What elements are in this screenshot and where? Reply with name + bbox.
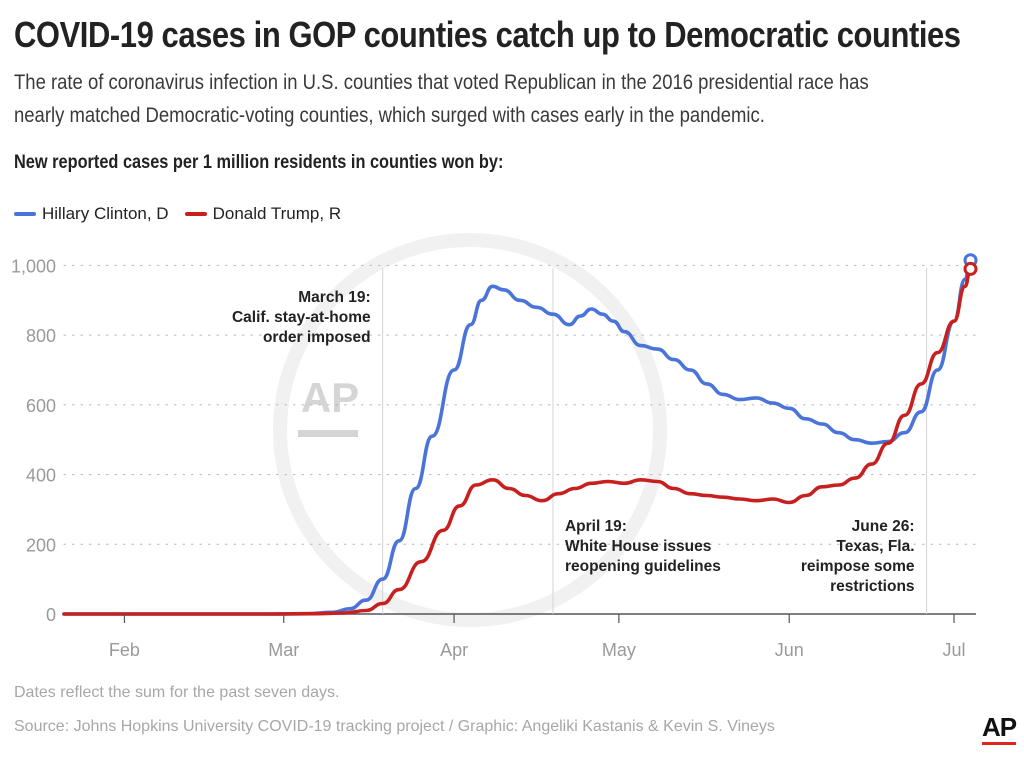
legend-item-trump: Donald Trump, R xyxy=(184,204,342,224)
y-tick-label: 800 xyxy=(26,326,56,346)
legend: Hillary Clinton, D Donald Trump, R xyxy=(14,204,357,224)
annotation-text: reimpose some xyxy=(801,558,915,575)
watermark-ring xyxy=(273,233,667,627)
chart-subtitle: The rate of coronavirus infection in U.S… xyxy=(14,71,869,127)
annotation-text: Texas, Fla. xyxy=(836,538,914,555)
legend-swatch-trump xyxy=(184,212,207,216)
x-tick-label: Jul xyxy=(943,640,966,660)
x-tick-label: Feb xyxy=(109,640,140,660)
y-tick-label: 600 xyxy=(26,396,56,416)
annotation-text: April 19: xyxy=(565,518,627,535)
annotation-text: White House issues xyxy=(565,538,711,555)
y-tick-label: 400 xyxy=(26,466,56,486)
legend-item-clinton: Hillary Clinton, D xyxy=(14,204,169,224)
axis-heading: New reported cases per 1 million residen… xyxy=(14,152,504,173)
legend-swatch-clinton xyxy=(14,212,36,216)
x-tick-label: May xyxy=(602,640,636,660)
annotation-text: March 19: xyxy=(298,289,370,306)
series-line-trump xyxy=(62,267,973,616)
annotation-text: Calif. stay-at-home xyxy=(232,309,371,326)
watermark-text: AP xyxy=(301,374,359,421)
annotation-text: order imposed xyxy=(263,329,371,346)
legend-label-clinton: Hillary Clinton, D xyxy=(42,204,169,223)
chart-title: COVID-19 cases in GOP counties catch up … xyxy=(14,14,961,55)
annotation-text: restrictions xyxy=(830,578,914,595)
y-tick-label: 0 xyxy=(46,605,56,625)
footnote: Dates reflect the sum for the past seven… xyxy=(14,684,340,701)
source-credit: Source: Johns Hopkins University COVID-1… xyxy=(14,718,775,735)
series-line-clinton xyxy=(62,258,973,616)
y-tick-label: 1,000 xyxy=(11,256,56,276)
series-end-marker xyxy=(963,261,978,276)
y-tick-label: 200 xyxy=(26,535,56,555)
x-tick-label: Mar xyxy=(268,640,299,660)
ap-logo: AP xyxy=(982,714,1017,745)
x-tick-label: Apr xyxy=(440,640,468,660)
x-tick-label: Jun xyxy=(775,640,804,660)
watermark-bar xyxy=(298,430,358,437)
legend-label-trump: Donald Trump, R xyxy=(212,204,342,223)
annotation-text: reopening guidelines xyxy=(565,558,721,575)
ap-watermark: AP xyxy=(273,233,667,627)
annotation-text: June 26: xyxy=(852,518,915,535)
